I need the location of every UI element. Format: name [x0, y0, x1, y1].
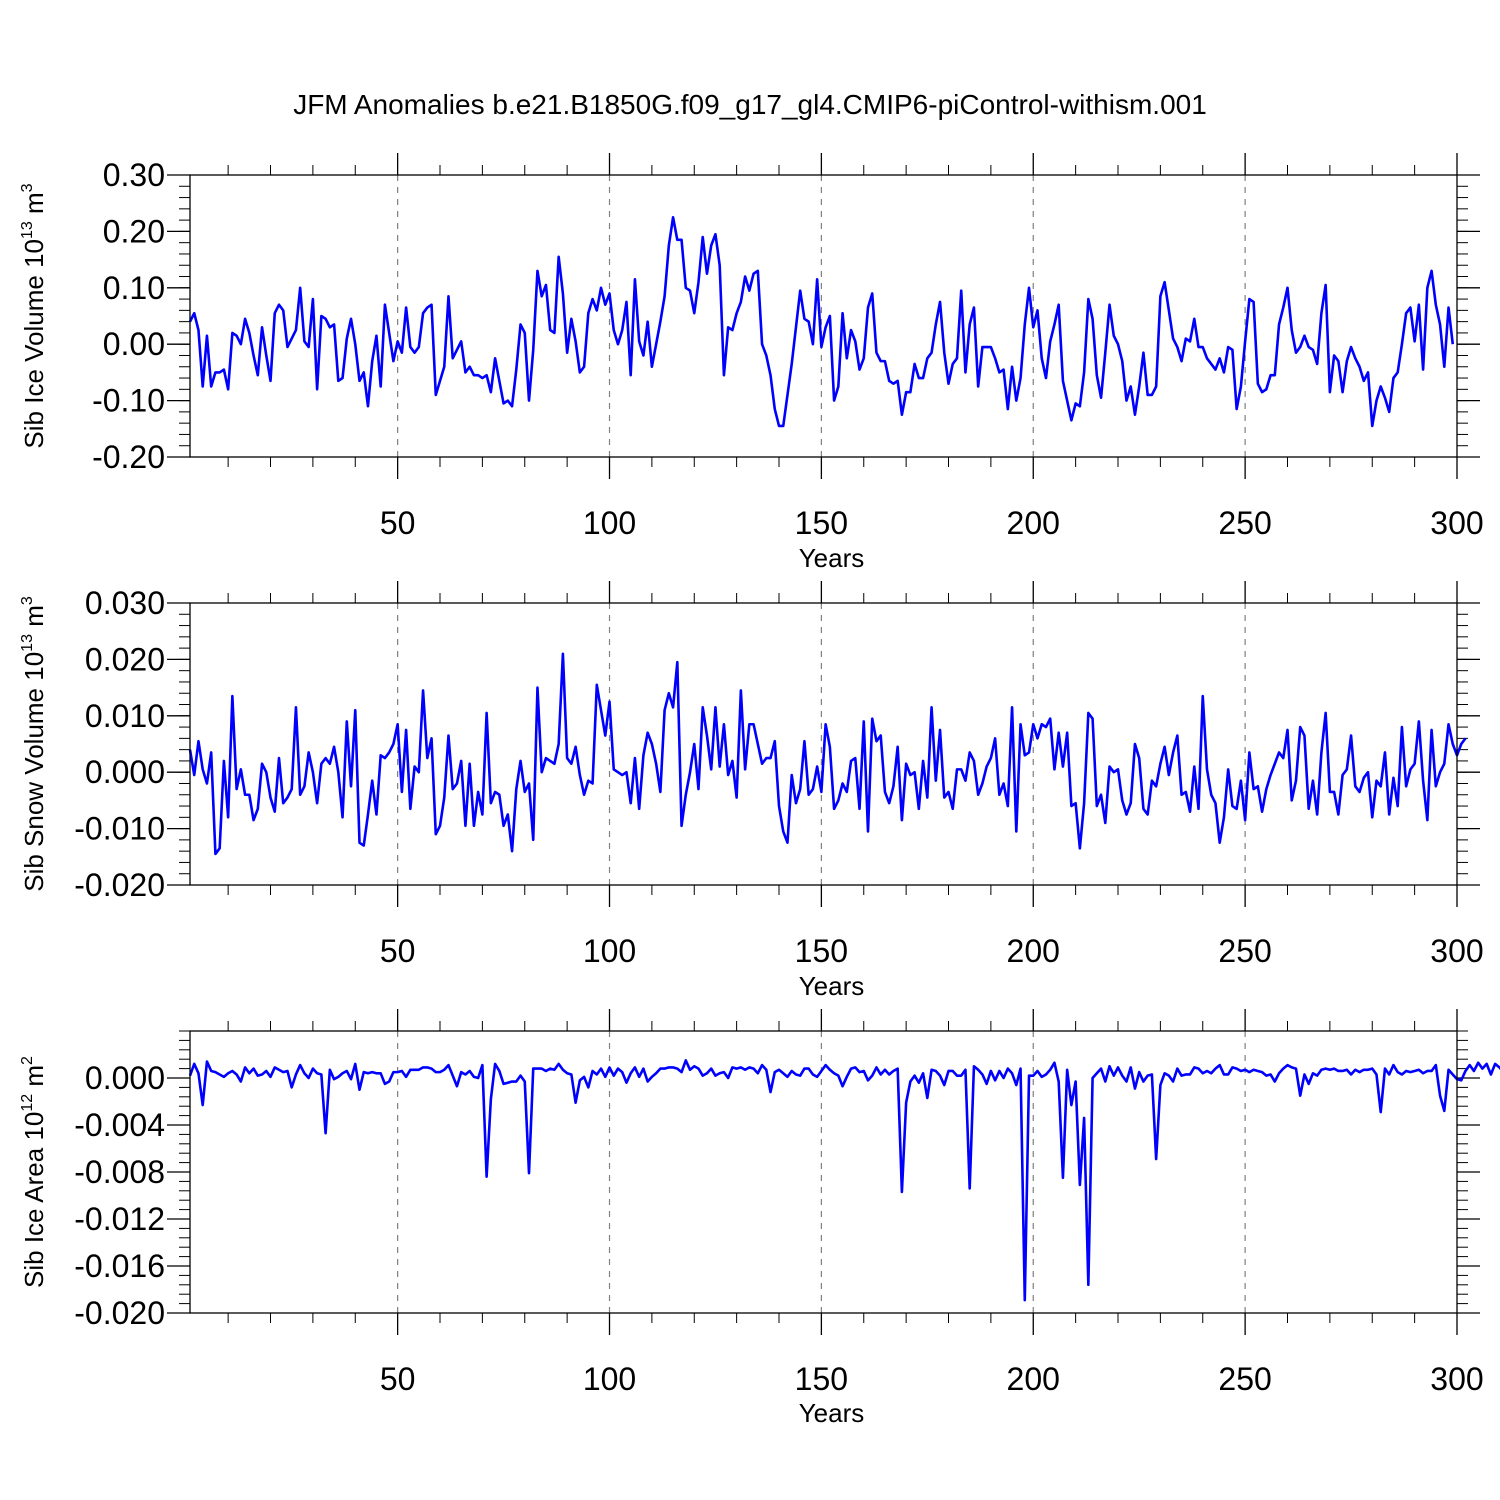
y-tick-label: -0.020 [74, 867, 165, 903]
panel-2: 50 100 150 200 250 300 -0.020 -0.010 0.000 0.010 0… [19, 581, 1484, 1001]
x-tick-label: 50 [380, 933, 416, 969]
y-tick-label: -0.020 [74, 1295, 165, 1331]
series-line [188, 216, 1455, 428]
chart-title: JFM Anomalies b.e21.B1850G.f09_g17_gl4.C… [293, 89, 1207, 120]
y-tick-label: -0.010 [74, 811, 165, 847]
x-axis-label: Years [799, 543, 865, 573]
x-tick-label: 300 [1430, 933, 1483, 969]
x-tick-label: 50 [380, 505, 416, 541]
series-line [188, 1059, 1500, 1302]
x-tick-label: 200 [1007, 1361, 1060, 1397]
y-tick-label: -0.016 [74, 1248, 165, 1284]
plot-frame [189, 1030, 1458, 1314]
panel-1: 50 100 150 200 250 300 -0.20 -0.10 0.00 0.10 0.20 0… [19, 153, 1484, 573]
y-tick-label: -0.10 [92, 383, 165, 419]
x-axis-label: Years [799, 971, 865, 1001]
x-tick-label: 150 [795, 505, 848, 541]
series-line [188, 652, 1467, 856]
x-tick-label: 200 [1007, 505, 1060, 541]
x-tick-label: 100 [583, 933, 636, 969]
y-tick-label: -0.004 [74, 1107, 165, 1143]
plot-frame [189, 174, 1458, 458]
y-tick-label: -0.012 [74, 1201, 165, 1237]
y-tick-label: 0.30 [103, 157, 165, 193]
x-tick-label: 250 [1218, 1361, 1271, 1397]
x-tick-label: 200 [1007, 933, 1060, 969]
y-axis-label: Sib Ice Volume 1013 m3 [19, 183, 49, 448]
y-axis-label: Sib Snow Volume 1013 m3 [19, 596, 49, 892]
panel-3: 50 100 150 200 250 300 -0.020 -0.016 -0.012 -0.00… [19, 1009, 1500, 1428]
x-tick-label: 300 [1430, 1361, 1483, 1397]
x-tick-label: 150 [795, 933, 848, 969]
y-tick-label: 0.030 [85, 585, 165, 621]
x-tick-label: 250 [1218, 933, 1271, 969]
x-axis-label: Years [799, 1398, 865, 1428]
x-tick-label: 250 [1218, 505, 1271, 541]
panels: 50 100 150 200 250 300 -0.20 -0.10 0.00 0.10 0.20 0… [19, 153, 1500, 1428]
x-tick-label: 100 [583, 505, 636, 541]
y-tick-label: -0.20 [92, 439, 165, 475]
plot-frame [189, 602, 1458, 886]
x-tick-label: 300 [1430, 505, 1483, 541]
y-tick-label: 0.000 [85, 1060, 165, 1096]
x-tick-label: 50 [380, 1361, 416, 1397]
y-tick-label: 0.010 [85, 698, 165, 734]
y-tick-label: -0.008 [74, 1154, 165, 1190]
y-axis-label: Sib Ice Area 1012 m2 [19, 1056, 49, 1288]
y-tick-label: 0.000 [85, 754, 165, 790]
x-tick-label: 150 [795, 1361, 848, 1397]
y-tick-label: 0.00 [103, 326, 165, 362]
y-tick-label: 0.10 [103, 270, 165, 306]
y-tick-label: 0.020 [85, 641, 165, 677]
y-tick-label: 0.20 [103, 213, 165, 249]
x-tick-label: 100 [583, 1361, 636, 1397]
